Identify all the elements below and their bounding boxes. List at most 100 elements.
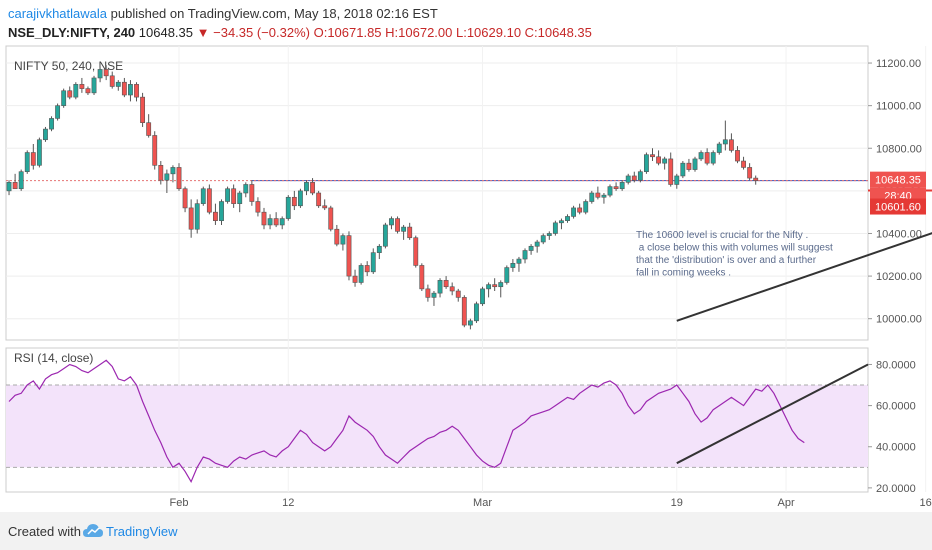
candle-body bbox=[389, 218, 394, 226]
rsi-tick-label: 40.0000 bbox=[876, 442, 916, 454]
tradingview-logo[interactable]: TradingView bbox=[82, 521, 192, 543]
candle-body bbox=[225, 188, 230, 202]
candle-body bbox=[358, 265, 364, 283]
price-tick-label: 10000.00 bbox=[876, 314, 922, 326]
candle-body bbox=[164, 173, 170, 181]
candle-body bbox=[134, 84, 139, 98]
candle-body bbox=[431, 292, 437, 298]
candle-body bbox=[43, 128, 48, 141]
chart-header: carajivkhatlawala published on TradingVi… bbox=[0, 0, 932, 44]
candle-body bbox=[443, 280, 449, 288]
author-link[interactable]: carajivkhatlawala bbox=[8, 6, 107, 21]
rsi-line bbox=[8, 359, 805, 484]
candle-body bbox=[103, 69, 109, 77]
chart-area[interactable]: 11200.0011000.0010800.0010600.0010400.00… bbox=[0, 0, 932, 512]
rsi-label: RSI (14, close) bbox=[14, 351, 93, 365]
candle-body bbox=[546, 233, 552, 236]
rsi-trendline bbox=[676, 363, 869, 465]
rsi-tick-label: 60.0000 bbox=[876, 401, 916, 413]
price-tick-label: 11000.00 bbox=[876, 101, 921, 113]
candle-body bbox=[206, 188, 212, 213]
candle-body bbox=[747, 167, 753, 179]
candle-body bbox=[188, 207, 194, 230]
candle-body bbox=[267, 218, 273, 226]
candle-body bbox=[474, 303, 479, 322]
candle-body bbox=[619, 182, 625, 190]
candle-body bbox=[85, 88, 91, 94]
rsi-tick-label: 20.0000 bbox=[876, 483, 916, 495]
chart-title: NIFTY 50, 240, NSE bbox=[14, 59, 123, 73]
support-price-marker-bg bbox=[870, 198, 926, 215]
candle-body bbox=[613, 186, 619, 190]
candle-body bbox=[297, 190, 303, 207]
candle-body bbox=[285, 196, 291, 219]
candle-body bbox=[540, 235, 546, 243]
support-price-marker: 10601.60 bbox=[875, 202, 921, 214]
tradingview-name: TradingView bbox=[106, 524, 178, 539]
candle-body bbox=[625, 175, 631, 183]
candle-body bbox=[243, 184, 249, 194]
candle-body bbox=[656, 156, 661, 164]
last-price: 10648.35 bbox=[138, 25, 194, 40]
candle-body bbox=[140, 96, 146, 123]
candle-body bbox=[704, 152, 710, 164]
candle-body bbox=[735, 150, 740, 162]
candle-body bbox=[455, 290, 461, 298]
candle-body bbox=[741, 160, 746, 168]
candles bbox=[6, 65, 759, 330]
candle-body bbox=[559, 220, 564, 224]
symbol-name: NSE_DLY:NIFTY, 240 bbox=[8, 25, 136, 40]
candle-body bbox=[346, 235, 352, 277]
candle-body bbox=[352, 275, 358, 283]
candle-body bbox=[504, 267, 510, 283]
candle-body bbox=[510, 263, 516, 268]
candle-body bbox=[279, 218, 285, 226]
candle-body bbox=[61, 90, 67, 106]
candle-body bbox=[728, 139, 734, 151]
candle-body bbox=[637, 171, 643, 181]
candle-body bbox=[49, 118, 54, 130]
date-tick-label: Mar bbox=[473, 497, 492, 509]
candle-body bbox=[194, 203, 200, 230]
candle-body bbox=[534, 241, 540, 247]
candle-body bbox=[97, 69, 103, 79]
candle-body bbox=[273, 218, 279, 226]
candle-body bbox=[401, 226, 407, 232]
candle-body bbox=[304, 182, 309, 192]
symbol-line: NSE_DLY:NIFTY, 240 10648.35 ▼ −34.35 (−0… bbox=[8, 25, 592, 40]
price-tick-label: 10800.00 bbox=[876, 143, 922, 155]
candle-body bbox=[219, 201, 224, 221]
candle-body bbox=[492, 284, 498, 288]
candle-body bbox=[552, 222, 558, 234]
candle-body bbox=[370, 252, 376, 273]
candle-body bbox=[121, 81, 127, 96]
candle-body bbox=[322, 205, 328, 209]
footer: Created with TradingView bbox=[0, 512, 932, 550]
candle-body bbox=[480, 288, 485, 305]
ohlc-values: O:10671.85 H:10672.00 L:10629.10 C:10648… bbox=[313, 25, 592, 40]
candle-body bbox=[109, 75, 115, 87]
candle-body bbox=[176, 167, 182, 190]
candle-body bbox=[182, 188, 188, 209]
candle-body bbox=[565, 216, 570, 221]
candle-body bbox=[467, 320, 473, 326]
candle-body bbox=[395, 218, 400, 232]
candle-body bbox=[753, 177, 759, 181]
candle-body bbox=[170, 167, 176, 175]
candle-body bbox=[73, 84, 79, 98]
candle-body bbox=[334, 228, 340, 245]
candle-body bbox=[316, 192, 322, 207]
candle-body bbox=[662, 158, 668, 164]
candle-body bbox=[486, 284, 492, 290]
candle-body bbox=[583, 201, 589, 213]
candle-body bbox=[152, 135, 158, 166]
publish-info: published on TradingView.com, May 18, 20… bbox=[110, 6, 438, 21]
price-trendline bbox=[676, 232, 932, 322]
candle-body bbox=[249, 184, 255, 202]
candle-body bbox=[710, 152, 716, 164]
rsi-band bbox=[6, 385, 868, 468]
created-with-text: Created with bbox=[8, 524, 81, 539]
candle-body bbox=[231, 188, 237, 204]
candle-body bbox=[18, 171, 24, 190]
candle-body bbox=[425, 288, 431, 298]
